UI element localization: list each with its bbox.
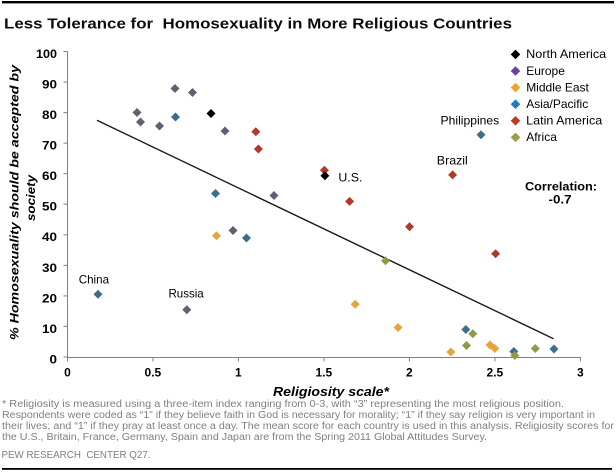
svg-text:Correlation:: Correlation: — [525, 179, 597, 193]
svg-text:PEW RESEARCH CENTER Q27.: PEW RESEARCH CENTER Q27. — [2, 450, 151, 461]
svg-text:50: 50 — [42, 200, 57, 214]
svg-text:the U.S., Britain, France, Ger: the U.S., Britain, France, Germany, Spai… — [2, 432, 487, 443]
svg-text:% Homosexuality should be acce: % Homosexuality should be accepted by — [8, 64, 22, 340]
svg-text:80: 80 — [42, 108, 57, 122]
svg-text:2: 2 — [406, 366, 413, 380]
svg-text:Less Tolerance for Homosexual: Less Tolerance for Homosexuality in More… — [4, 16, 512, 32]
svg-text:Respondents were coded as “1”: Respondents were coded as “1” if they be… — [2, 410, 595, 421]
svg-text:1.5: 1.5 — [316, 366, 333, 380]
svg-text:0: 0 — [64, 366, 71, 380]
svg-text:Religiosity scale*: Religiosity scale* — [273, 384, 390, 399]
svg-text:3: 3 — [577, 366, 584, 380]
svg-text:20: 20 — [42, 291, 57, 305]
svg-text:70: 70 — [42, 139, 57, 153]
svg-text:Philippines: Philippines — [441, 114, 500, 128]
svg-text:Brazil: Brazil — [437, 154, 468, 168]
svg-text:Asia/Pacific: Asia/Pacific — [526, 97, 588, 111]
svg-text:2.5: 2.5 — [487, 366, 504, 380]
svg-text:60: 60 — [42, 169, 57, 183]
svg-text:-0.7: -0.7 — [549, 193, 572, 207]
svg-text:* Religiosity is measured usin: * Religiosity is measured using a three-… — [2, 399, 564, 410]
svg-text:40: 40 — [42, 230, 57, 244]
svg-text:10: 10 — [42, 322, 57, 336]
svg-text:100: 100 — [36, 47, 57, 61]
svg-text:1: 1 — [235, 366, 242, 380]
svg-text:Middle East: Middle East — [526, 80, 589, 94]
svg-text:U.S.: U.S. — [338, 170, 362, 184]
svg-text:Russia: Russia — [168, 287, 204, 301]
svg-text:Africa: Africa — [526, 130, 557, 144]
svg-text:30: 30 — [42, 261, 57, 275]
svg-text:90: 90 — [42, 78, 57, 92]
svg-text:Latin America: Latin America — [526, 114, 602, 128]
svg-text:society: society — [24, 174, 38, 221]
svg-text:0.5: 0.5 — [145, 366, 162, 380]
svg-text:Europe: Europe — [526, 64, 565, 78]
svg-text:North America: North America — [526, 47, 606, 61]
svg-text:China: China — [79, 272, 110, 286]
svg-text:their lives; and “1” if they p: their lives; and “1” if they pray at lea… — [2, 421, 615, 432]
svg-text:0: 0 — [50, 352, 58, 366]
